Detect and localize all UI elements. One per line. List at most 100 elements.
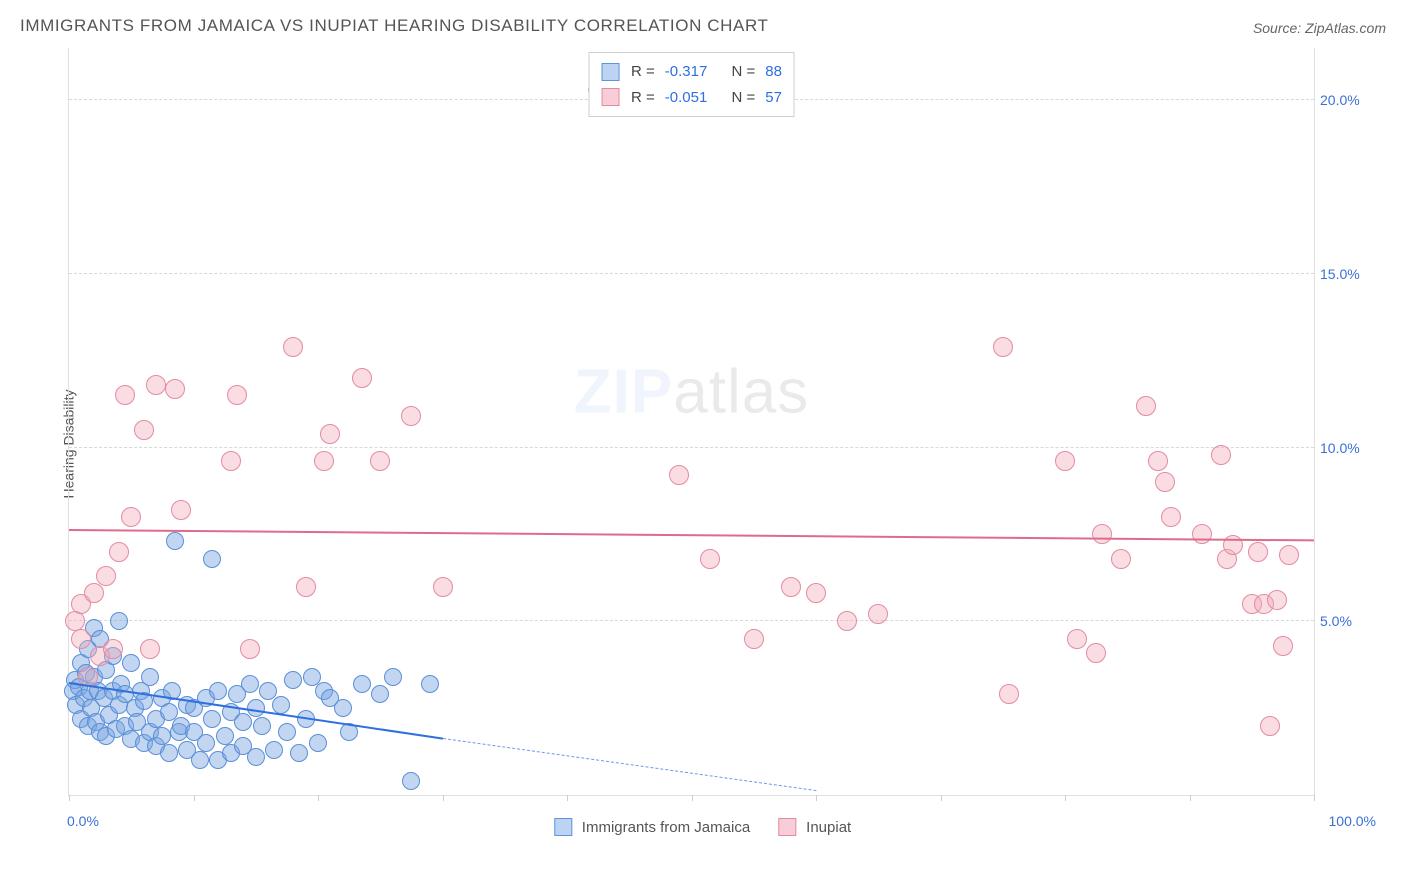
data-point-inupiat <box>227 385 247 405</box>
x-tick <box>69 795 70 801</box>
data-point-inupiat <box>669 465 689 485</box>
data-point-jamaica <box>371 685 389 703</box>
x-tick <box>1314 795 1315 801</box>
data-point-inupiat <box>1086 643 1106 663</box>
data-point-inupiat <box>744 629 764 649</box>
data-point-inupiat <box>134 420 154 440</box>
data-point-inupiat <box>352 368 372 388</box>
y-tick-label: 15.0% <box>1320 266 1376 282</box>
data-point-inupiat <box>1260 716 1280 736</box>
data-point-inupiat <box>1273 636 1293 656</box>
data-point-jamaica <box>110 612 128 630</box>
data-point-jamaica <box>253 717 271 735</box>
data-point-jamaica <box>272 696 290 714</box>
x-min-label: 0.0% <box>67 813 99 829</box>
data-point-inupiat <box>1055 451 1075 471</box>
data-point-jamaica <box>421 675 439 693</box>
gridline <box>69 620 1314 621</box>
gridline <box>69 273 1314 274</box>
x-tick <box>443 795 444 801</box>
data-point-jamaica <box>384 668 402 686</box>
data-point-inupiat <box>314 451 334 471</box>
data-point-inupiat <box>401 406 421 426</box>
watermark: ZIPatlas <box>574 356 809 427</box>
data-point-inupiat <box>296 577 316 597</box>
data-point-inupiat <box>165 379 185 399</box>
series-legend: Immigrants from Jamaica Inupiat <box>554 818 851 836</box>
x-tick <box>194 795 195 801</box>
x-tick <box>318 795 319 801</box>
x-max-label: 100.0% <box>1329 813 1376 829</box>
plot-area: ZIPatlas R = -0.317 N = 88 R = -0.051 N … <box>68 48 1315 796</box>
x-tick <box>941 795 942 801</box>
trend-line-dash-jamaica <box>442 738 816 791</box>
data-point-inupiat <box>283 337 303 357</box>
data-point-jamaica <box>284 671 302 689</box>
x-tick <box>1065 795 1066 801</box>
data-point-inupiat <box>806 583 826 603</box>
data-point-jamaica <box>290 744 308 762</box>
legend-row-jamaica: R = -0.317 N = 88 <box>601 59 782 85</box>
data-point-jamaica <box>209 682 227 700</box>
data-point-jamaica <box>241 675 259 693</box>
legend-row-inupiat: R = -0.051 N = 57 <box>601 85 782 111</box>
data-point-inupiat <box>103 639 123 659</box>
data-point-inupiat <box>1248 542 1268 562</box>
y-tick-label: 5.0% <box>1320 613 1376 629</box>
data-point-jamaica <box>353 675 371 693</box>
data-point-inupiat <box>1279 545 1299 565</box>
data-point-jamaica <box>234 713 252 731</box>
data-point-jamaica <box>278 723 296 741</box>
data-point-inupiat <box>221 451 241 471</box>
x-tick <box>816 795 817 801</box>
data-point-jamaica <box>203 550 221 568</box>
x-tick <box>692 795 693 801</box>
data-point-inupiat <box>1148 451 1168 471</box>
correlation-legend: R = -0.317 N = 88 R = -0.051 N = 57 <box>588 52 795 117</box>
data-point-jamaica <box>247 748 265 766</box>
data-point-jamaica <box>402 772 420 790</box>
data-point-inupiat <box>96 566 116 586</box>
data-point-inupiat <box>370 451 390 471</box>
y-tick-label: 10.0% <box>1320 440 1376 456</box>
data-point-inupiat <box>1092 524 1112 544</box>
data-point-inupiat <box>140 639 160 659</box>
legend-swatch-icon <box>778 818 796 836</box>
data-point-jamaica <box>216 727 234 745</box>
data-point-inupiat <box>433 577 453 597</box>
chart-source: Source: ZipAtlas.com <box>1253 20 1386 36</box>
data-point-inupiat <box>781 577 801 597</box>
data-point-inupiat <box>109 542 129 562</box>
data-point-inupiat <box>993 337 1013 357</box>
data-point-inupiat <box>1111 549 1131 569</box>
data-point-inupiat <box>700 549 720 569</box>
x-tick <box>567 795 568 801</box>
data-point-inupiat <box>868 604 888 624</box>
chart-header: IMMIGRANTS FROM JAMAICA VS INUPIAT HEARI… <box>20 16 1386 36</box>
data-point-jamaica <box>166 532 184 550</box>
data-point-inupiat <box>240 639 260 659</box>
data-point-inupiat <box>999 684 1019 704</box>
data-point-inupiat <box>1267 590 1287 610</box>
data-point-inupiat <box>1192 524 1212 544</box>
legend-swatch-icon <box>554 818 572 836</box>
trend-line-inupiat <box>69 529 1314 541</box>
data-point-jamaica <box>191 751 209 769</box>
data-point-jamaica <box>197 734 215 752</box>
chart-container: Hearing Disability ZIPatlas R = -0.317 N… <box>20 44 1385 844</box>
chart-title: IMMIGRANTS FROM JAMAICA VS INUPIAT HEARI… <box>20 16 769 36</box>
data-point-inupiat <box>84 583 104 603</box>
data-point-jamaica <box>203 710 221 728</box>
data-point-inupiat <box>115 385 135 405</box>
legend-item-inupiat: Inupiat <box>778 818 851 836</box>
legend-swatch-inupiat <box>601 88 619 106</box>
data-point-jamaica <box>309 734 327 752</box>
x-tick <box>1190 795 1191 801</box>
data-point-jamaica <box>265 741 283 759</box>
legend-swatch-jamaica <box>601 63 619 81</box>
data-point-jamaica <box>153 727 171 745</box>
data-point-jamaica <box>160 744 178 762</box>
data-point-inupiat <box>1067 629 1087 649</box>
data-point-inupiat <box>146 375 166 395</box>
data-point-inupiat <box>121 507 141 527</box>
